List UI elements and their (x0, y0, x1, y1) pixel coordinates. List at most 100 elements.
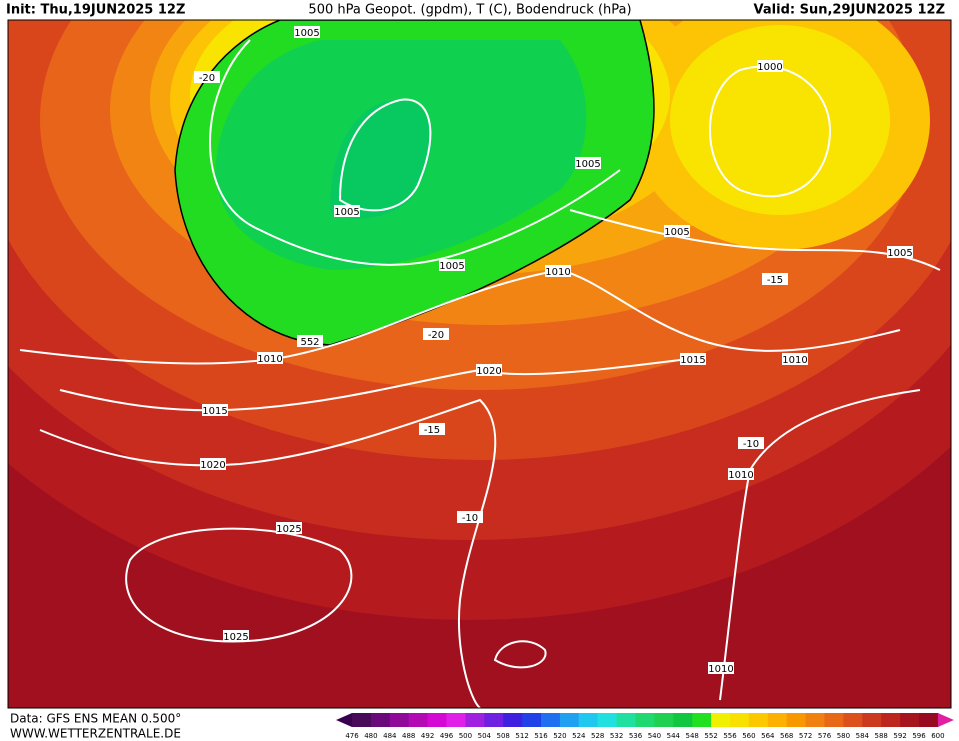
colorbar-label: 488 (402, 732, 415, 740)
label-text: 1020 (476, 366, 501, 377)
colorbar-label: 544 (667, 732, 681, 740)
label-box (257, 352, 283, 364)
colorbar-cell (881, 713, 901, 727)
map-label: 1005 (294, 26, 320, 39)
colorbar-label: 560 (742, 732, 755, 740)
label-box (476, 364, 502, 376)
colorbar-cell (673, 713, 693, 727)
colorbar-cell (900, 713, 920, 727)
colorbar-cell (843, 713, 863, 727)
colorbar-label: 492 (421, 732, 434, 740)
label-box (294, 26, 320, 38)
label-box (223, 630, 249, 642)
colorbar-cell (767, 713, 788, 727)
label-text: -10 (743, 439, 759, 450)
label-box (276, 522, 302, 534)
colorbar-cell (446, 713, 466, 727)
map-label: 1005 (575, 157, 601, 170)
map-label: 1010 (545, 265, 571, 278)
colorbar-label: 564 (761, 732, 775, 740)
map-label: 1010 (257, 352, 283, 365)
colorbar-cell (503, 713, 523, 727)
map-label: 1005 (439, 259, 465, 272)
map-label: 1005 (664, 225, 690, 238)
colorbar-cell (748, 713, 769, 727)
isobar (59, 359, 681, 412)
label-text: 1020 (200, 460, 225, 471)
label-text: 1005 (294, 28, 319, 39)
label-text: 1015 (680, 355, 705, 366)
colorbar-cell (730, 713, 750, 727)
map-label: 1020 (200, 458, 226, 471)
colorbar-arrow (336, 713, 352, 727)
isobar (709, 65, 832, 198)
label-box (334, 205, 360, 217)
label-box (782, 353, 808, 365)
map-label: -20 (194, 71, 220, 84)
colorbar-label: 596 (912, 732, 926, 740)
colorbar: 476 480 484 488 492 496 500 504 508 512 516 520 524 5… (336, 713, 954, 740)
colorbar-label: 556 (723, 732, 737, 740)
colorbar-cell (805, 713, 825, 727)
colorbar-label: 576 (818, 732, 832, 740)
label-box (664, 225, 690, 237)
colorbar-label: 588 (875, 732, 888, 740)
label-text: 1010 (257, 354, 282, 365)
map-label: 1000 (757, 60, 783, 73)
map-label: 1020 (476, 364, 502, 377)
label-text: 552 (300, 337, 319, 348)
colorbar-cell (635, 713, 655, 727)
label-text: 1010 (545, 267, 570, 278)
label-box (202, 404, 228, 416)
temp-band (670, 25, 890, 215)
colorbar-cell (541, 713, 561, 727)
colorbar-label: 592 (893, 732, 906, 740)
colorbar-label: 536 (629, 732, 643, 740)
label-text: 1000 (757, 62, 782, 73)
colorbar-label: 520 (553, 732, 566, 740)
label-box (439, 259, 465, 271)
colorbar-label: 532 (610, 732, 623, 740)
label-text: -10 (462, 513, 478, 524)
label-box (194, 71, 220, 83)
colorbar-label: 496 (440, 732, 454, 740)
map-label: 1010 (782, 353, 808, 366)
colorbar-arrow (937, 713, 954, 727)
colorbar-label: 580 (837, 732, 850, 740)
label-box (757, 60, 783, 72)
init-time: Init: Thu,19JUN2025 12Z (6, 3, 185, 18)
colorbar-label: 568 (780, 732, 793, 740)
colorbar-cell (919, 713, 939, 727)
valid-time: Valid: Sun,29JUN2025 12Z (754, 3, 945, 18)
colorbar-cell (824, 713, 844, 727)
colorbar-label: 504 (478, 732, 492, 740)
colorbar-cell (370, 713, 391, 727)
isobar (125, 527, 353, 643)
isobar (39, 398, 497, 708)
map-labels: 1005 -20 1000 1005 1005 1005 1005 1010 -15 1005 55… (194, 26, 913, 675)
map (8, 20, 951, 708)
isobar (19, 268, 901, 365)
colorbar-cell (522, 713, 542, 727)
label-text: 1005 (887, 248, 912, 259)
map-label: 1015 (202, 404, 228, 417)
label-text: -20 (199, 73, 215, 84)
colorbar-cell (408, 713, 429, 727)
colorbar-cell (862, 713, 882, 727)
colorbar-cell (389, 713, 410, 727)
data-source: Data: GFS ENS MEAN 0.500° (10, 712, 181, 726)
label-text: 1010 (708, 664, 733, 675)
map-label: 1010 (728, 468, 754, 481)
colorbar-label: 528 (591, 732, 604, 740)
label-box (457, 511, 483, 523)
map-label: 1010 (708, 662, 734, 675)
height-544-area (330, 100, 432, 219)
colorbar-label: 480 (364, 732, 377, 740)
map-label: 1005 (334, 205, 360, 218)
colorbar-label: 500 (459, 732, 472, 740)
colorbar-label: 512 (515, 732, 528, 740)
colorbar-cell (559, 713, 580, 727)
colorbar-label: 548 (686, 732, 699, 740)
label-text: -15 (767, 275, 783, 286)
